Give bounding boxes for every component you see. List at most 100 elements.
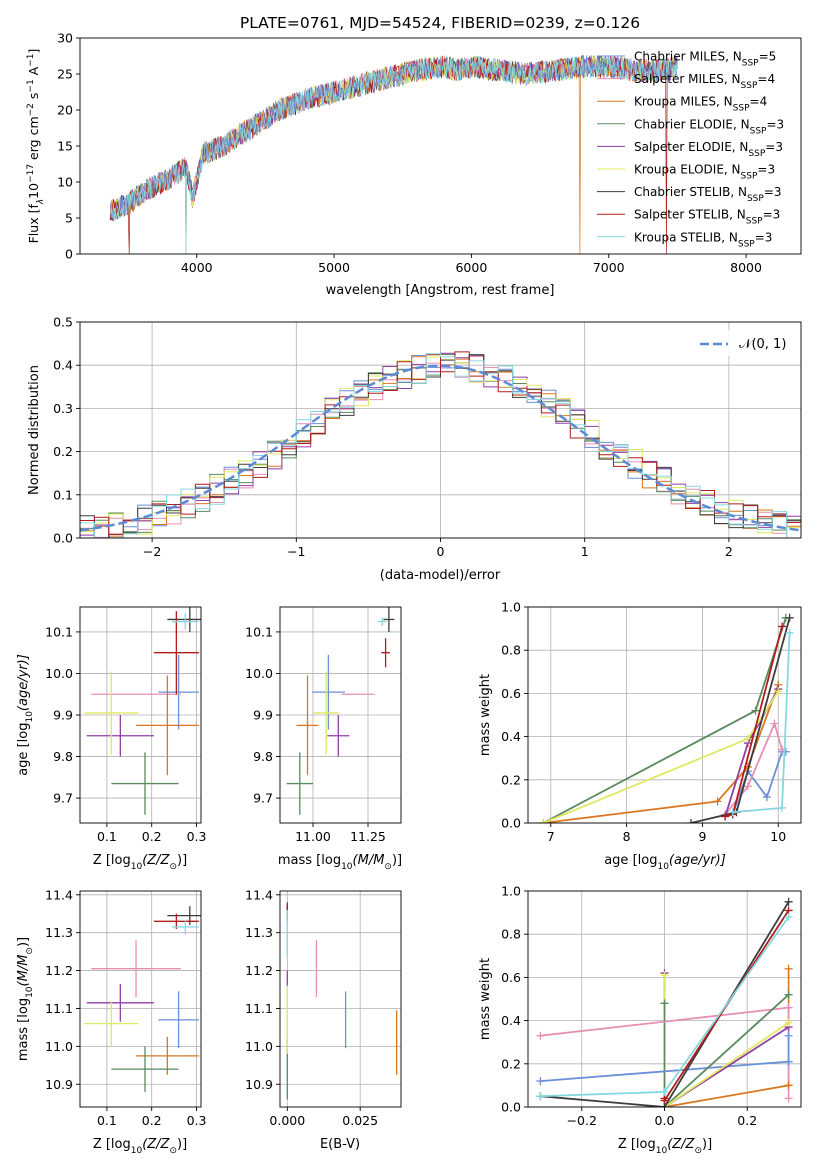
error-point: [158, 991, 199, 1049]
y-tick-label: 11.1: [45, 1001, 73, 1016]
series-marker: [784, 1057, 793, 1066]
y-tick-label: 15: [57, 139, 73, 154]
series-line-kroupa-elodie: [663, 1022, 790, 1107]
series-marker: [728, 808, 737, 817]
y-axis-label: Flux [fλ10−17 erg cm−2 s−1 A−1]: [26, 49, 46, 244]
series-line-chabrier-miles: [540, 1060, 789, 1082]
histogram-kroupa-stelib: [80, 353, 801, 538]
series-marker: [743, 782, 752, 791]
series-marker: [751, 706, 760, 715]
series-line-chabrier-elodie: [663, 994, 790, 1107]
axes-frame: [279, 890, 402, 1108]
y-tick-label: 10.0: [45, 666, 73, 681]
legend-entry: Chabrier ELODIE, NSSP=3: [634, 117, 784, 136]
x-tick-label: −2: [143, 544, 161, 559]
y-axis-label: age [log10(age/yr)]: [16, 654, 35, 776]
error-point: [111, 752, 179, 815]
legend-entry: Salpeter ELODIE, NSSP=3: [634, 140, 783, 159]
y-tick-label: 9.7: [53, 791, 73, 806]
series-marker: [660, 999, 669, 1008]
x-tick-label: 0.1: [97, 1113, 117, 1128]
spectrum-line-kroupa-stelib: [110, 56, 678, 254]
y-tick-label: 11.2: [245, 963, 273, 978]
y-tick-label: 9.8: [253, 749, 273, 764]
series-marker: [762, 793, 771, 802]
x-tick-label: 0: [437, 544, 445, 559]
y-tick-label: 11.1: [245, 1001, 273, 1016]
series-marker: [539, 819, 548, 823]
y-tick-label: 0: [65, 247, 73, 262]
x-tick-label: 7: [547, 829, 555, 844]
x-tick-label: 0.3: [187, 829, 207, 844]
mass-weight-vs-metallicity-panel: −0.2 0.0 0.2 0.0 0.2 0.4 0.6 0.8 1.0 Z [log10(Z/Z…: [478, 884, 802, 1156]
series-marker: [743, 734, 752, 743]
series-marker: [687, 819, 696, 823]
x-tick-label: 7000: [593, 260, 625, 275]
series-marker: [784, 964, 793, 973]
x-tick-label: 11.25: [350, 829, 386, 844]
series-marker: [784, 1081, 793, 1090]
age-vs-metallicity-panel: 0.1 0.2 0.3 9.7 9.8 9.9 10.0 10.1 Z [log10(Z/Z⊙)…: [16, 606, 207, 872]
x-tick-label: 0.2: [737, 1113, 757, 1128]
y-tick-label: 0.0: [501, 816, 521, 831]
x-axis-label: Z [log10(Z/Z⊙)]: [93, 853, 187, 872]
series-line-salpeter-miles: [540, 1006, 789, 1037]
legend-entry: Kroupa STELIB, NSSP=3: [634, 230, 772, 249]
y-tick-label: 10.0: [245, 666, 273, 681]
error-point: [84, 671, 139, 755]
series-marker: [536, 1092, 545, 1101]
error-point: [296, 675, 319, 776]
x-tick-label: 8000: [730, 260, 762, 275]
spectrum-panel: 4000 5000 6000 7000 8000 0 5 10 15 20 25 30 waveleng…: [26, 31, 802, 298]
series-marker: [784, 1031, 793, 1040]
series-marker: [713, 797, 722, 806]
error-point: [153, 611, 199, 695]
y-axis-label: mass weight: [478, 958, 493, 1040]
x-tick-label: 11.00: [295, 829, 331, 844]
x-axis-label: (data-model)/error: [380, 568, 501, 583]
series-group: [539, 613, 794, 823]
y-tick-label: 0.6: [501, 686, 521, 701]
series-marker: [784, 1003, 793, 1012]
series-line-kroupa-miles: [543, 684, 780, 823]
y-tick-label: 0.5: [53, 315, 73, 330]
legend-entry: Chabrier STELIB, NSSP=3: [634, 185, 782, 204]
series-marker: [660, 1087, 669, 1096]
y-tick-label: 25: [57, 67, 73, 82]
y-axis-label: Normed distribution: [27, 365, 42, 495]
x-tick-label: −1: [287, 544, 305, 559]
x-tick-label: 0.000: [269, 1113, 305, 1128]
error-point: [377, 617, 387, 626]
error-point: [381, 638, 390, 668]
series-marker: [784, 912, 793, 921]
series-marker: [660, 1096, 669, 1105]
y-tick-label: 20: [57, 103, 73, 118]
legend-box: [692, 330, 796, 356]
x-tick-label: 0.3: [187, 1113, 207, 1128]
y-tick-label: 10.9: [245, 1077, 273, 1092]
y-tick-label: 0.4: [501, 729, 521, 744]
x-tick-label: 0.2: [142, 829, 162, 844]
y-tick-label: 9.9: [253, 708, 273, 723]
series-marker: [784, 1094, 793, 1103]
series-marker: [536, 1031, 545, 1040]
error-point: [167, 607, 201, 632]
y-tick-label: 0.8: [501, 643, 521, 658]
y-tick-label: 11.2: [45, 963, 73, 978]
error-point: [313, 671, 340, 755]
y-tick-label: 1.0: [501, 600, 521, 615]
y-tick-label: 0.6: [501, 970, 521, 985]
x-tick-label: 0.2: [142, 1113, 162, 1128]
legend-entry: Salpeter STELIB, NSSP=3: [634, 208, 780, 227]
mass-weight-vs-age-panel: 7 8 9 10 0.0 0.2 0.4 0.6 0.8 1.0 age [log10(age/yr…: [478, 600, 802, 872]
x-tick-label: 0.025: [342, 1113, 378, 1128]
y-tick-label: 9.8: [53, 749, 73, 764]
series-marker: [784, 897, 793, 906]
x-tick-label: 0.1: [97, 829, 117, 844]
x-tick-label: 0.0: [655, 1113, 675, 1128]
y-tick-label: 30: [57, 31, 73, 46]
y-tick-label: 0.2: [501, 772, 521, 787]
y-tick-label: 10.1: [245, 624, 273, 639]
x-tick-label: 2: [725, 544, 733, 559]
error-point: [286, 752, 313, 815]
